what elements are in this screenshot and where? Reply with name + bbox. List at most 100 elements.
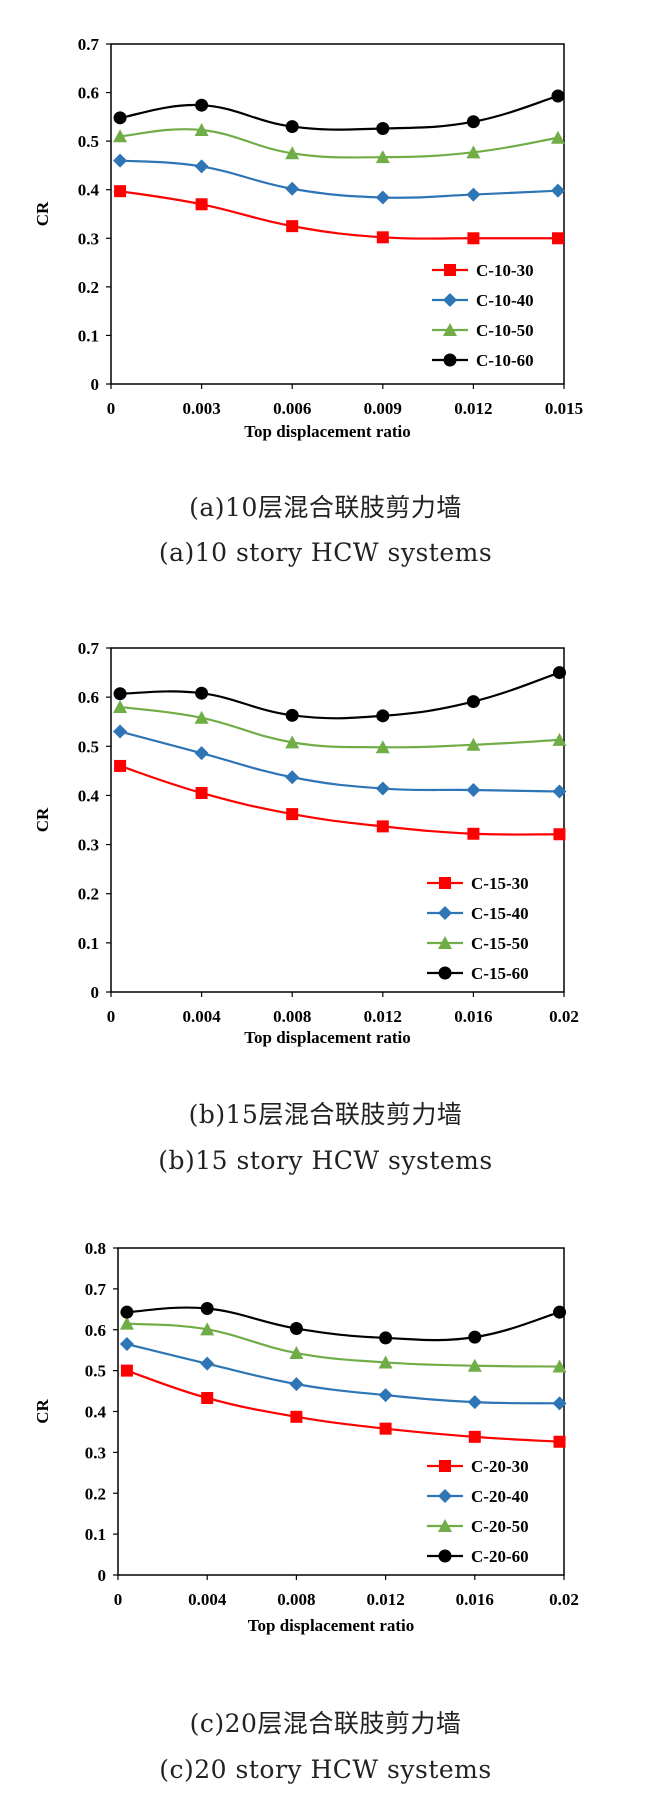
series-line xyxy=(119,190,558,240)
legend-marker xyxy=(438,906,452,920)
data-point xyxy=(378,1388,393,1403)
legend-label: C-10-40 xyxy=(476,291,534,310)
data-point xyxy=(375,150,390,164)
legend-label: C-20-50 xyxy=(471,1517,529,1536)
data-point xyxy=(119,1337,134,1352)
figure-panel-a: 0 0.1 0.2 0.3 0.4 0.5 0.6 0.7 0 0.003 0.006 0.009 0.… xyxy=(0,0,651,600)
legend-marker xyxy=(438,1519,452,1532)
data-point xyxy=(120,1305,134,1319)
data-point xyxy=(113,724,128,739)
legend-marker xyxy=(439,877,451,889)
data-point xyxy=(201,1392,214,1405)
y-axis-title: CR xyxy=(33,201,52,226)
data-point xyxy=(114,185,127,198)
legend-marker xyxy=(443,323,457,336)
data-point xyxy=(468,1330,482,1344)
series-line xyxy=(126,1342,560,1405)
data-point xyxy=(375,740,390,754)
y-tick-label: 0.2 xyxy=(78,278,99,297)
data-point xyxy=(468,1430,481,1443)
y-tick-label: 0.6 xyxy=(78,84,99,103)
y-tick-label: 0.3 xyxy=(85,1443,106,1462)
x-tick-label: 0.003 xyxy=(182,399,220,418)
data-point xyxy=(376,820,389,833)
data-point xyxy=(379,1331,393,1345)
legend-label: C-15-60 xyxy=(471,964,529,983)
y-tick-label: 0.7 xyxy=(78,35,100,54)
y-tick-label: 0.7 xyxy=(78,639,100,658)
series-line xyxy=(119,94,559,131)
chart-c: 0 0.1 0.2 0.3 0.4 0.5 0.6 0.7 0.8 0 0.004 0.008 0.01… xyxy=(33,1239,579,1635)
series-C-15-50 xyxy=(113,699,567,754)
legend-label: C-20-60 xyxy=(471,1547,529,1566)
data-point xyxy=(550,130,565,144)
data-point xyxy=(285,735,300,749)
data-point xyxy=(379,1422,392,1435)
data-point xyxy=(467,1358,482,1372)
legend-label: C-20-30 xyxy=(471,1457,529,1476)
data-point xyxy=(195,198,208,211)
data-point xyxy=(286,220,299,233)
data-point xyxy=(376,122,390,136)
series-line xyxy=(119,128,559,159)
chart-a: 0 0.1 0.2 0.3 0.4 0.5 0.6 0.7 0 0.003 0.006 0.009 0.… xyxy=(33,35,583,441)
data-point xyxy=(466,115,480,129)
legend-label: C-20-40 xyxy=(471,1487,529,1506)
y-tick-label: 0.5 xyxy=(78,737,99,756)
data-point xyxy=(466,187,481,202)
data-point xyxy=(119,1316,134,1330)
x-tick-label: 0.004 xyxy=(188,1590,227,1609)
series-line xyxy=(119,764,560,836)
legend-marker xyxy=(443,353,457,367)
data-point xyxy=(467,1395,482,1410)
data-point xyxy=(289,1322,303,1336)
data-point xyxy=(200,1322,215,1336)
y-tick-label: 0.4 xyxy=(78,786,100,805)
data-point xyxy=(195,686,209,700)
data-point xyxy=(289,1377,304,1392)
caption-cn-a: (a)10层混合联肢剪力墙 xyxy=(189,493,462,522)
series-line xyxy=(126,1306,560,1342)
x-tick-label: 0.015 xyxy=(545,399,583,418)
y-tick-label: 0.3 xyxy=(78,836,99,855)
series-C-20-50 xyxy=(119,1316,567,1373)
series-C-20-30 xyxy=(120,1364,566,1448)
x-tick-label: 0.012 xyxy=(454,399,492,418)
data-point xyxy=(378,1355,393,1369)
caption-cn-b: (b)15层混合联肢剪力墙 xyxy=(188,1100,463,1129)
x-tick-label: 0.006 xyxy=(273,399,311,418)
data-point xyxy=(113,687,127,701)
caption-en-b: (b)15 story HCW systems xyxy=(158,1146,493,1175)
data-point xyxy=(466,145,481,159)
legend-label: C-15-30 xyxy=(471,874,529,893)
data-point xyxy=(285,181,300,196)
x-tick-label: 0.016 xyxy=(456,1590,494,1609)
legend-marker xyxy=(444,264,456,276)
data-point xyxy=(285,146,300,160)
legend-marker xyxy=(438,966,452,980)
data-point xyxy=(550,183,565,198)
x-tick-label: 0.016 xyxy=(454,1007,492,1026)
y-tick-label: 0.5 xyxy=(85,1362,106,1381)
data-point xyxy=(194,710,209,724)
data-point xyxy=(551,232,564,245)
series-line xyxy=(119,159,559,199)
x-tick-label: 0.012 xyxy=(364,1007,402,1026)
y-tick-label: 0.1 xyxy=(78,326,99,345)
y-tick-label: 0.6 xyxy=(85,1321,106,1340)
data-point xyxy=(553,1435,566,1448)
data-point xyxy=(375,190,390,205)
data-point xyxy=(467,232,480,245)
x-axis-title: Top displacement ratio xyxy=(244,1028,411,1047)
data-point xyxy=(194,159,209,174)
data-point xyxy=(200,1301,214,1315)
legend-marker xyxy=(438,1549,452,1563)
legend-marker xyxy=(438,1489,452,1503)
legend-marker xyxy=(438,936,452,949)
data-point xyxy=(290,1410,303,1423)
caption-en-a: (a)10 story HCW systems xyxy=(158,538,493,567)
data-point xyxy=(376,709,390,723)
data-point xyxy=(195,786,208,799)
data-point xyxy=(552,1359,567,1373)
